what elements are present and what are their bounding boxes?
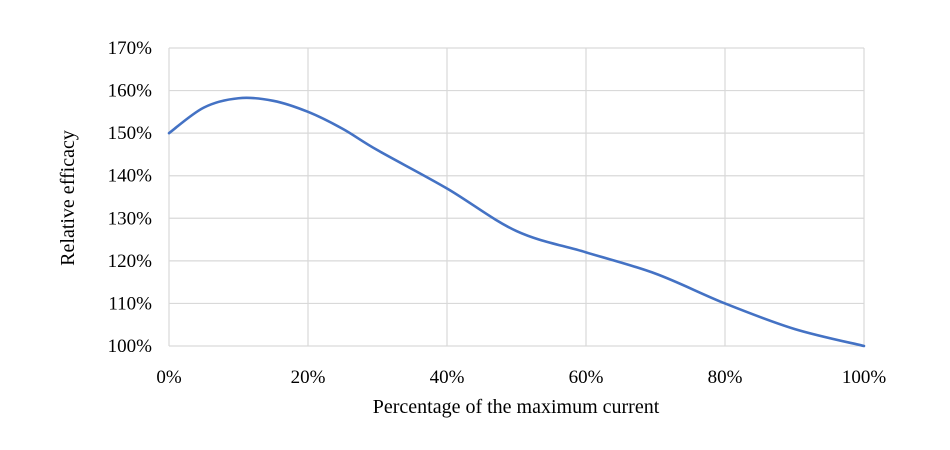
y-tick-label: 140%	[108, 166, 153, 187]
x-tick-label: 20%	[291, 367, 326, 388]
y-tick-label: 170%	[108, 38, 153, 59]
y-tick-label: 100%	[108, 336, 153, 357]
chart-series	[167, 96, 866, 348]
y-tick-label: 130%	[108, 208, 153, 229]
x-tick-label: 60%	[569, 367, 604, 388]
series-line	[167, 96, 866, 348]
x-axis-title: Percentage of the maximum current	[373, 396, 660, 418]
x-axis-ticks: 0% 20% 40% 60% 80% 100%	[156, 367, 886, 388]
y-axis-ticks: 100% 110% 120% 130% 140% 150% 160% 170%	[108, 38, 153, 357]
x-tick-label: 80%	[708, 367, 743, 388]
chart-grid	[168, 47, 865, 347]
y-tick-label: 110%	[108, 293, 152, 314]
y-tick-label: 160%	[108, 81, 153, 102]
y-tick-label: 150%	[108, 123, 153, 144]
y-axis-title: Relative efficacy	[57, 130, 79, 266]
x-tick-label: 40%	[430, 367, 465, 388]
x-tick-label: 0%	[156, 367, 182, 388]
x-tick-label: 100%	[842, 367, 887, 388]
y-tick-label: 120%	[108, 251, 153, 272]
